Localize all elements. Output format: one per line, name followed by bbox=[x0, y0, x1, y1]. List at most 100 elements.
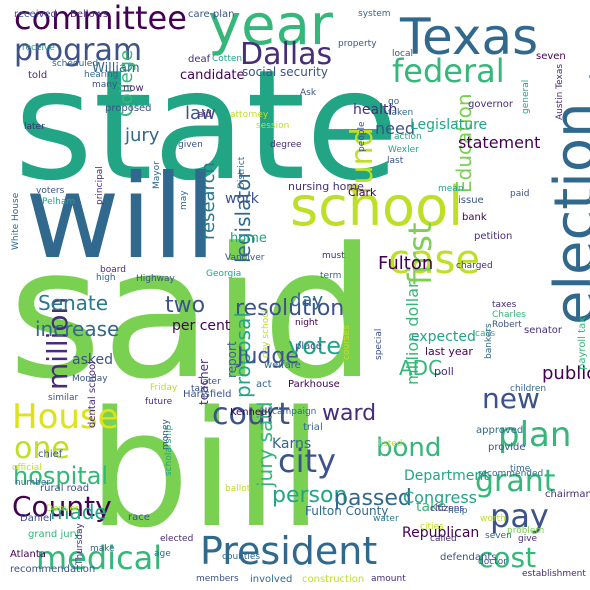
cloud-word: one bbox=[14, 431, 70, 466]
cloud-word: proposed bbox=[105, 103, 152, 114]
cloud-word: White House bbox=[11, 192, 21, 250]
cloud-word: official bbox=[12, 463, 42, 473]
cloud-word: petition bbox=[474, 231, 513, 242]
cloud-word: Kennedy bbox=[230, 407, 274, 418]
cloud-word: issue bbox=[458, 195, 484, 206]
cloud-word: given bbox=[178, 140, 203, 150]
cloud-word: amount bbox=[371, 574, 406, 584]
cloud-word: taken bbox=[388, 108, 414, 118]
cloud-word: Dallas bbox=[240, 37, 333, 72]
cloud-word: payroll tax bbox=[577, 316, 588, 370]
cloud-word: now bbox=[123, 83, 144, 94]
cloud-word: school bbox=[290, 175, 464, 238]
cloud-word: attorney bbox=[230, 110, 269, 120]
cloud-word: year bbox=[208, 0, 333, 58]
cloud-word: tax bbox=[191, 384, 206, 394]
cloud-word: recommendation bbox=[10, 564, 96, 575]
cloud-word: dental school bbox=[87, 361, 98, 428]
cloud-word: day bbox=[290, 290, 324, 311]
cloud-word: primary bbox=[176, 127, 212, 137]
cloud-word: establishment bbox=[522, 569, 586, 579]
cloud-word: taxes bbox=[492, 300, 517, 310]
cloud-word: action bbox=[394, 132, 422, 142]
cloud-word: bill bbox=[88, 376, 323, 563]
cloud-word: worth bbox=[480, 514, 506, 524]
cloud-word: receive bbox=[22, 43, 55, 53]
cloud-word: voters bbox=[36, 186, 65, 196]
cloud-word: counties bbox=[222, 552, 261, 562]
cloud-word: Texas bbox=[400, 8, 539, 66]
cloud-word: calls bbox=[475, 329, 496, 339]
cloud-word: chief bbox=[38, 449, 63, 460]
cloud-word: program bbox=[14, 33, 143, 68]
cloud-word: social security bbox=[242, 65, 328, 79]
cloud-word: elected bbox=[160, 534, 194, 544]
cloud-word: ballot bbox=[225, 484, 251, 494]
cloud-word: may bbox=[179, 190, 189, 210]
cloud-word: term bbox=[320, 271, 342, 281]
cloud-word: governor bbox=[468, 99, 514, 110]
cloud-word: called bbox=[430, 534, 457, 544]
cloud-word: Hartsfield bbox=[183, 389, 232, 400]
cloud-word: senator bbox=[524, 325, 562, 336]
cloud-word: Daniel bbox=[20, 513, 52, 524]
cloud-word: committee bbox=[14, 0, 187, 37]
cloud-word: Friday bbox=[150, 383, 178, 393]
cloud-word: high bbox=[96, 273, 116, 283]
cloud-word: special bbox=[374, 328, 384, 360]
cloud-word: Georgia bbox=[206, 269, 242, 279]
cloud-word: cost bbox=[478, 541, 537, 574]
cloud-word: make bbox=[90, 544, 115, 554]
cloud-word: children bbox=[510, 384, 547, 394]
cloud-word: bank bbox=[462, 212, 487, 223]
cloud-word: ADC bbox=[399, 356, 443, 380]
cloud-word: Bellows bbox=[70, 9, 109, 20]
cloud-word: give bbox=[518, 534, 538, 544]
cloud-word: Fulton County bbox=[305, 504, 389, 518]
cloud-word: Atlanta bbox=[10, 549, 46, 560]
cloud-word: hearing bbox=[84, 70, 119, 80]
cloud-word: property bbox=[338, 39, 377, 49]
cloud-word: Monday bbox=[72, 374, 108, 384]
cloud-word: passed bbox=[334, 486, 412, 511]
cloud-word: recommended bbox=[478, 469, 544, 479]
cloud-word: last bbox=[387, 156, 404, 166]
cloud-word: Senate bbox=[38, 291, 109, 315]
cloud-word: members bbox=[196, 574, 239, 584]
cloud-word: need bbox=[375, 119, 415, 138]
cloud-word: must bbox=[322, 251, 345, 261]
cloud-word: later bbox=[24, 122, 45, 132]
cloud-word: last year bbox=[425, 345, 473, 358]
cloud-word: new bbox=[482, 382, 540, 415]
cloud-word: health bbox=[353, 102, 398, 118]
cloud-word: medical bbox=[36, 539, 163, 577]
cloud-word: general bbox=[521, 79, 531, 114]
cloud-word: many bbox=[92, 80, 118, 90]
cloud-word: similar bbox=[48, 393, 79, 403]
cloud-word: vote bbox=[288, 332, 342, 360]
cloud-word: pay bbox=[490, 497, 549, 535]
cloud-word: number bbox=[15, 478, 51, 488]
cloud-word: citizens bbox=[430, 504, 465, 514]
cloud-word: County bbox=[12, 490, 112, 523]
cloud-word: made bbox=[50, 500, 107, 524]
cloud-word: water bbox=[373, 514, 399, 524]
cloud-word: listed bbox=[378, 439, 403, 449]
cloud-word: people bbox=[357, 121, 367, 152]
cloud-word: law bbox=[185, 103, 216, 124]
cloud-word: involved bbox=[250, 574, 293, 585]
cloud-word: told bbox=[28, 70, 48, 81]
cloud-word: bankers bbox=[484, 323, 494, 359]
cloud-word: care plan bbox=[188, 9, 235, 20]
cloud-word: grant bbox=[475, 464, 556, 499]
cloud-word: hospital bbox=[13, 462, 109, 490]
cloud-word: construction bbox=[302, 574, 365, 585]
cloud-word: received bbox=[14, 9, 57, 20]
cloud-word: seven bbox=[485, 531, 512, 541]
cloud-word: welfare bbox=[264, 360, 301, 371]
cloud-word: home bbox=[230, 231, 267, 246]
cloud-word: Highway bbox=[136, 274, 175, 284]
cloud-word: board bbox=[100, 265, 126, 275]
cloud-word: day school bbox=[261, 309, 271, 358]
